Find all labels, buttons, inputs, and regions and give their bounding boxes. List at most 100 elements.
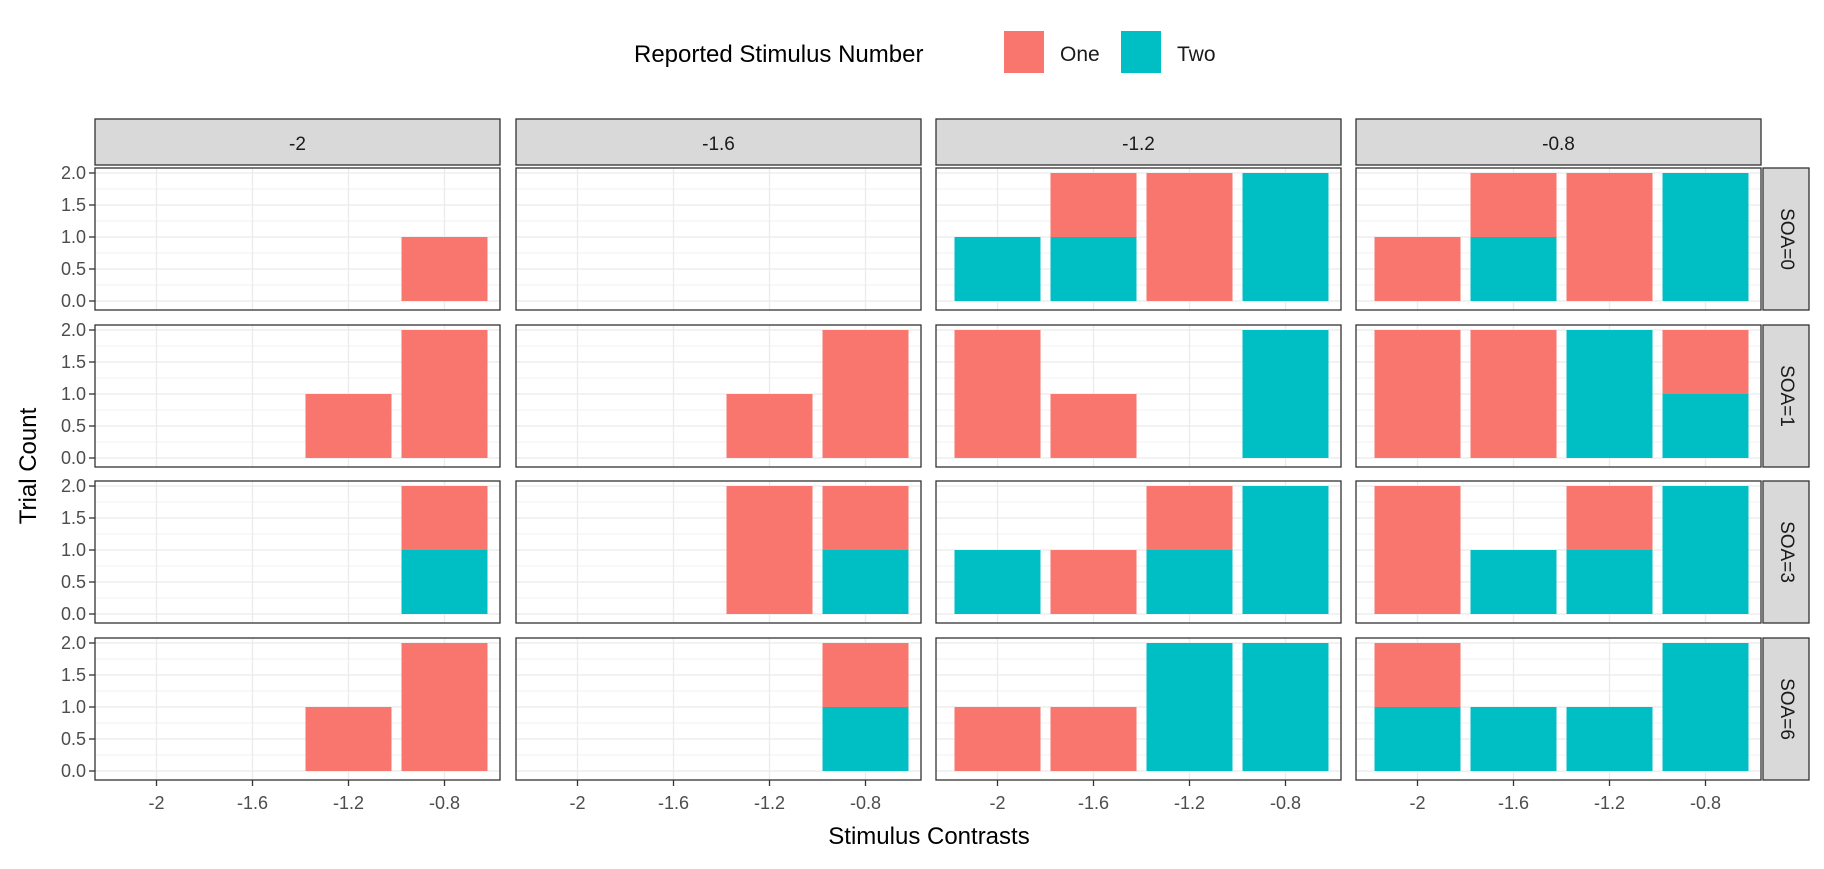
panel-border [935, 480, 1342, 624]
y-tick-label: 0.5 [61, 729, 86, 749]
x-tick-label: -2 [1409, 793, 1425, 813]
bar-one [305, 394, 392, 458]
bar-two [1146, 643, 1233, 771]
panel-border [94, 480, 501, 624]
x-tick-label: -2 [989, 793, 1005, 813]
facet-strip-row [1762, 324, 1810, 468]
panel-border [515, 480, 922, 624]
x-tick-label: -0.8 [1690, 793, 1721, 813]
y-tick-label: 0.0 [61, 761, 86, 781]
bar-two [1242, 330, 1329, 458]
bar-one [1566, 486, 1653, 550]
bar-two [1374, 707, 1461, 771]
bar-one [822, 330, 909, 458]
bar-one [1050, 550, 1137, 614]
x-tick-label: -1.6 [1498, 793, 1529, 813]
panel-border [935, 637, 1342, 781]
bar-one [1470, 330, 1557, 458]
bar-one [1566, 173, 1653, 301]
x-tick-label: -1.6 [1078, 793, 1109, 813]
bar-one [401, 237, 488, 301]
x-tick-label: -1.2 [1594, 793, 1625, 813]
y-tick-label: 2.0 [61, 320, 86, 340]
bar-one [1374, 237, 1461, 301]
x-tick-label: -0.8 [429, 793, 460, 813]
bar-one [1050, 707, 1137, 771]
bar-two [1242, 173, 1329, 301]
facet-strip-row-label: SOA=0 [1776, 208, 1797, 270]
y-tick-label: 2.0 [61, 163, 86, 183]
bar-one [822, 486, 909, 550]
bar-two [822, 707, 909, 771]
facet-strip-column-label: -1.6 [702, 134, 735, 155]
facet-strip-column-label: -0.8 [1542, 134, 1575, 155]
bar-one [954, 330, 1041, 458]
facet-strip-row-label: SOA=1 [1776, 365, 1797, 427]
legend-title: Reported Stimulus Number [634, 41, 923, 68]
bar-one [1662, 330, 1749, 394]
x-tick-label: -0.8 [850, 793, 881, 813]
bar-one [954, 707, 1041, 771]
x-tick-label: -1.2 [754, 793, 785, 813]
facet-strip-row [1762, 480, 1810, 624]
bar-two [1662, 486, 1749, 614]
y-axis-title: Trial Count [15, 407, 42, 524]
x-tick-label: -2 [569, 793, 585, 813]
legend-key-one [1004, 31, 1044, 73]
panel-border [94, 324, 501, 468]
y-tick-label: 0.5 [61, 572, 86, 592]
bar-two [1470, 237, 1557, 301]
panel-border [935, 324, 1342, 468]
bar-two [954, 550, 1041, 614]
x-tick-label: -0.8 [1270, 793, 1301, 813]
facet-strip-column [515, 118, 922, 166]
bar-one [401, 643, 488, 771]
bar-two [1242, 486, 1329, 614]
bar-two [1662, 173, 1749, 301]
x-tick-label: -1.6 [658, 793, 689, 813]
bar-two [822, 550, 909, 614]
bar-two [1662, 394, 1749, 458]
bar-one [401, 330, 488, 458]
panel-border [515, 637, 922, 781]
bar-two [401, 550, 488, 614]
facet-strip-column [1355, 118, 1762, 166]
y-tick-label: 0.0 [61, 448, 86, 468]
bar-one [726, 394, 813, 458]
legend-label-two: Two [1177, 43, 1216, 66]
bar-one [401, 486, 488, 550]
bar-one [1050, 394, 1137, 458]
bar-one [1374, 643, 1461, 707]
y-tick-label: 1.0 [61, 540, 86, 560]
y-tick-label: 0.0 [61, 604, 86, 624]
y-tick-label: 0.0 [61, 291, 86, 311]
legend-key-two [1121, 31, 1161, 73]
y-tick-label: 1.5 [61, 195, 86, 215]
facet-strip-row-label: SOA=3 [1776, 521, 1797, 583]
y-tick-label: 1.5 [61, 508, 86, 528]
y-tick-label: 1.0 [61, 697, 86, 717]
panel-border [1355, 637, 1762, 781]
bar-one [726, 486, 813, 614]
y-tick-label: 1.0 [61, 384, 86, 404]
panel-border [94, 637, 501, 781]
bar-one [305, 707, 392, 771]
facet-strip-row-label: SOA=6 [1776, 678, 1797, 740]
bar-two [1566, 707, 1653, 771]
x-tick-label: -1.2 [1174, 793, 1205, 813]
bar-two [1470, 707, 1557, 771]
panel-border [515, 167, 922, 311]
y-tick-label: 1.0 [61, 227, 86, 247]
y-tick-label: 2.0 [61, 633, 86, 653]
y-tick-label: 1.5 [61, 352, 86, 372]
panel-border [1355, 324, 1762, 468]
bar-two [1566, 550, 1653, 614]
x-tick-label: -1.2 [333, 793, 364, 813]
bar-two [1470, 550, 1557, 614]
legend-label-one: One [1060, 43, 1100, 66]
bar-two [1662, 643, 1749, 771]
x-axis-title: Stimulus Contrasts [828, 823, 1029, 850]
bar-two [954, 237, 1041, 301]
bar-two [1146, 550, 1233, 614]
